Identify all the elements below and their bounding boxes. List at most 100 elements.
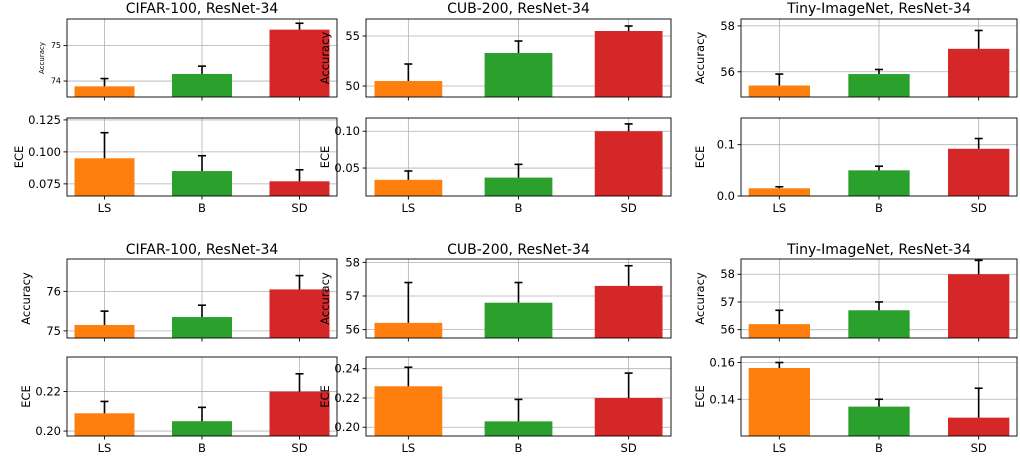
bar-ls	[748, 85, 810, 97]
y-tick-label: 75	[46, 324, 61, 338]
y-tick-label: 0.20	[35, 424, 61, 438]
y-axis-label: Accuracy	[318, 272, 332, 325]
x-tick-label: SD	[971, 201, 987, 215]
bar-sd	[594, 285, 663, 338]
y-axis-label: Accuracy	[19, 272, 33, 325]
bar-ls	[748, 368, 810, 436]
panel-11: 0.20 0.22 0.24 LS B SD ECE	[318, 356, 672, 455]
panel-2: 50 55 Accuracy CUB-200, ResNet-34	[318, 1, 672, 101]
bar-b	[484, 177, 553, 196]
bar-sd	[269, 181, 330, 196]
y-axis-label: ECE	[693, 146, 707, 169]
y-tick-label: 0.16	[709, 356, 735, 370]
x-tick-label: SD	[971, 441, 987, 455]
x-tick-label: SD	[291, 201, 307, 215]
panel-8: 56 57 58 Accuracy CUB-200, ResNet-34	[318, 242, 672, 342]
x-tick-label: LS	[772, 201, 786, 215]
chart-title: CUB-200, ResNet-34	[447, 242, 590, 258]
x-tick-label: SD	[621, 441, 637, 455]
y-tick-label: 0.125	[28, 113, 61, 127]
y-axis-label: ECE	[693, 385, 707, 408]
y-tick-label: 56	[720, 323, 735, 337]
bar-ls	[74, 413, 135, 436]
y-tick-label: 50	[345, 79, 360, 93]
x-tick-label: B	[198, 441, 206, 455]
chart-title: Tiny-ImageNet, ResNet-34	[786, 242, 971, 258]
chart-title: CIFAR-100, ResNet-34	[126, 1, 279, 17]
y-axis-label: ECE	[12, 146, 26, 169]
bar-sd	[594, 31, 663, 97]
y-tick-label: 58	[720, 267, 735, 281]
bar-b	[484, 421, 553, 436]
y-axis-label: Accuracy	[318, 32, 332, 85]
chart-title: CIFAR-100, ResNet-34	[126, 242, 279, 258]
panel-12: 0.14 0.16 LS B SD ECE	[693, 356, 1018, 455]
bar-ls	[374, 179, 443, 196]
panel-10: 0.20 0.22 LS B SD ECE	[19, 356, 338, 455]
y-tick-label: 75	[51, 41, 61, 50]
bar-b	[172, 421, 232, 436]
y-tick-label: 58	[345, 255, 360, 269]
bar-sd	[269, 289, 330, 338]
y-tick-label: 0.075	[28, 177, 61, 191]
bar-b	[848, 310, 910, 338]
y-axis-label: ECE	[318, 385, 332, 408]
bar-sd	[594, 397, 663, 436]
x-tick-label: LS	[772, 441, 786, 455]
bar-ls	[374, 81, 443, 97]
bar-ls	[74, 324, 135, 338]
y-tick-label: 57	[720, 295, 735, 309]
y-tick-label: 56	[345, 323, 360, 337]
y-tick-label: 58	[720, 19, 735, 33]
bar-b	[172, 73, 232, 97]
y-tick-label: 57	[345, 289, 360, 303]
x-tick-label: LS	[98, 441, 112, 455]
y-axis-label: ECE	[19, 385, 33, 408]
panel-4: 0.075 0.100 0.125 LS B SD ECE	[12, 113, 338, 215]
panel-5: 0.05 0.10 LS B SD ECE	[318, 117, 672, 215]
y-tick-label: 0.10	[334, 124, 360, 138]
bar-ls	[374, 322, 443, 338]
bar-b	[172, 171, 232, 196]
bar-sd	[948, 274, 1010, 338]
panel-3: 56 58 Accuracy Tiny-ImageNet, ResNet-34	[693, 1, 1018, 101]
y-axis-label: ECE	[318, 146, 332, 169]
y-tick-label: 0.100	[28, 145, 61, 159]
y-tick-label: 55	[345, 29, 360, 43]
y-tick-label: 0.0	[717, 189, 735, 203]
bar-sd	[948, 148, 1010, 196]
x-tick-label: LS	[402, 201, 416, 215]
x-tick-label: LS	[98, 201, 112, 215]
x-tick-label: B	[515, 201, 523, 215]
x-tick-label: B	[875, 441, 883, 455]
y-tick-label: 0.1	[717, 138, 735, 152]
y-axis-label: Accuracy	[38, 42, 46, 74]
panel-1: 74 75 Accuracy CIFAR-100, ResNet-34	[38, 1, 338, 101]
bar-b	[172, 317, 232, 338]
bar-sd	[948, 48, 1010, 97]
chart-title: CUB-200, ResNet-34	[447, 1, 590, 17]
x-tick-label: B	[198, 201, 206, 215]
y-tick-label: 0.22	[334, 391, 360, 405]
y-tick-label: 74	[51, 77, 61, 86]
bar-ls	[74, 158, 135, 196]
bar-ls	[74, 86, 135, 97]
bar-b	[848, 74, 910, 97]
bar-sd	[594, 131, 663, 196]
bar-sd	[269, 391, 330, 436]
chart-title: Tiny-ImageNet, ResNet-34	[786, 1, 971, 17]
y-tick-label: 0.14	[709, 392, 735, 406]
y-tick-label: 0.20	[334, 420, 360, 434]
x-tick-label: SD	[291, 441, 307, 455]
y-tick-label: 56	[720, 65, 735, 79]
x-tick-label: B	[515, 441, 523, 455]
y-tick-label: 0.24	[334, 362, 360, 376]
bar-ls	[748, 324, 810, 338]
panel-9: 56 57 58 Accuracy Tiny-ImageNet, ResNet-34	[693, 242, 1018, 342]
panel-7: 75 76 Accuracy CIFAR-100, ResNet-34	[19, 242, 338, 342]
x-tick-label: SD	[621, 201, 637, 215]
bar-b	[848, 170, 910, 196]
bar-sd	[269, 29, 330, 97]
bar-b	[484, 53, 553, 97]
